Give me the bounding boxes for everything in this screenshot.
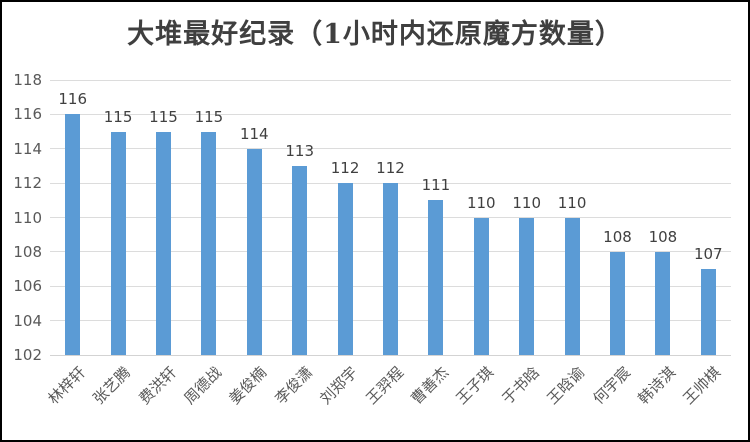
y-axis-tick-label: 110	[13, 208, 42, 227]
x-axis-category-label: 费洪轩	[134, 363, 180, 408]
bar	[201, 131, 217, 355]
bar-value-label: 116	[58, 90, 88, 109]
x-axis-category-label: 周德战	[180, 363, 225, 408]
bar-value-label: 107	[693, 245, 723, 264]
bar-value-label: 115	[194, 107, 224, 126]
bar	[655, 251, 671, 355]
y-axis-tick-label: 104	[13, 311, 42, 330]
bar-value-label: 115	[103, 107, 133, 126]
bar	[428, 200, 444, 355]
gridline	[50, 79, 731, 81]
bar-value-label: 108	[648, 227, 678, 246]
bar	[337, 183, 353, 355]
bar-value-label: 113	[285, 141, 314, 160]
x-axis-category-label: 姜俊楠	[225, 363, 271, 408]
y-axis-tick-label: 106	[13, 277, 42, 296]
bar	[156, 131, 171, 355]
bar	[473, 217, 489, 355]
bar	[700, 269, 716, 355]
x-axis-category-label: 王帅棋	[679, 363, 725, 408]
bar	[110, 131, 126, 355]
y-axis-tick-label: 116	[13, 105, 42, 124]
bar-value-label: 110	[557, 193, 587, 212]
x-axis-category-label: 于书晗	[498, 363, 543, 408]
bar-value-label: 110	[512, 193, 541, 212]
x-axis-category-label: 何宇宸	[588, 363, 634, 408]
chart-title: 大堆最好纪录（1小时内还原魔方数量）	[127, 19, 623, 50]
y-axis-tick-label: 112	[13, 174, 42, 193]
bar	[65, 114, 81, 355]
x-axis-category-label: 林梓轩	[44, 363, 89, 408]
bar	[246, 148, 262, 355]
bar-value-label: 110	[466, 193, 496, 212]
bar-value-label: 112	[376, 159, 405, 178]
x-axis-line	[50, 355, 731, 356]
plot-area: 118 116 114 112 110 108 106 104 102 116 林梓轩 115 张艺腾 1…	[13, 71, 731, 408]
bar	[564, 217, 580, 355]
bar	[292, 165, 308, 355]
bar	[610, 251, 625, 355]
y-axis-tick-label: 102	[13, 346, 42, 364]
x-axis-category-label: 刘郑宇	[316, 363, 362, 408]
x-axis-category-label: 王羿程	[361, 363, 407, 408]
gridline	[50, 148, 731, 150]
y-axis-tick-label: 108	[13, 242, 42, 261]
y-axis-tick-label: 114	[13, 139, 42, 158]
x-axis-category-label: 韩诗淇	[634, 363, 679, 408]
bar-value-label: 112	[330, 159, 360, 178]
y-axis-tick-label: 118	[13, 71, 42, 89]
x-axis-category-label: 张艺腾	[89, 363, 135, 408]
bar-value-label: 115	[149, 107, 178, 126]
bar	[383, 183, 398, 355]
gridline	[50, 113, 731, 115]
bar	[519, 217, 535, 355]
x-axis-category-label: 李俊潇	[271, 363, 316, 408]
x-axis-category-label: 曹善杰	[407, 363, 452, 408]
bar-value-label: 114	[239, 124, 269, 143]
bar-value-label: 108	[603, 227, 632, 246]
bar-value-label: 111	[421, 176, 451, 195]
x-axis-category-label: 王晗谕	[543, 363, 589, 408]
x-axis-category-label: 王子琪	[452, 363, 498, 408]
